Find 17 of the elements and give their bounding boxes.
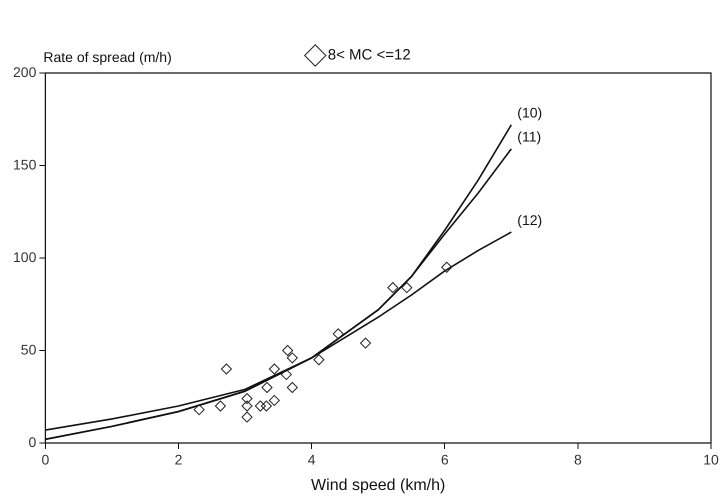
x-tick-label: 4: [308, 451, 316, 468]
y-tick-label: 150: [13, 156, 37, 172]
legend-label: 8< MC <=12: [328, 46, 411, 64]
x-tick-label: 6: [440, 451, 449, 468]
x-tick-label: 8: [574, 451, 582, 468]
series-label: (12): [517, 212, 542, 228]
y-axis-title: Rate of spread (m/h): [43, 48, 172, 65]
x-axis-title: Wind speed (km/h): [311, 476, 446, 494]
y-tick-label: 50: [20, 341, 37, 358]
x-tick-label: 2: [174, 451, 183, 468]
x-tick-label: 0: [41, 451, 50, 468]
series-label: (10): [517, 104, 542, 121]
x-tick-label: 10: [703, 451, 719, 468]
y-tick-label: 100: [13, 248, 37, 265]
y-tick-label: 0: [28, 434, 37, 450]
y-tick-label: 200: [13, 64, 37, 80]
series-label: (11): [517, 128, 542, 145]
